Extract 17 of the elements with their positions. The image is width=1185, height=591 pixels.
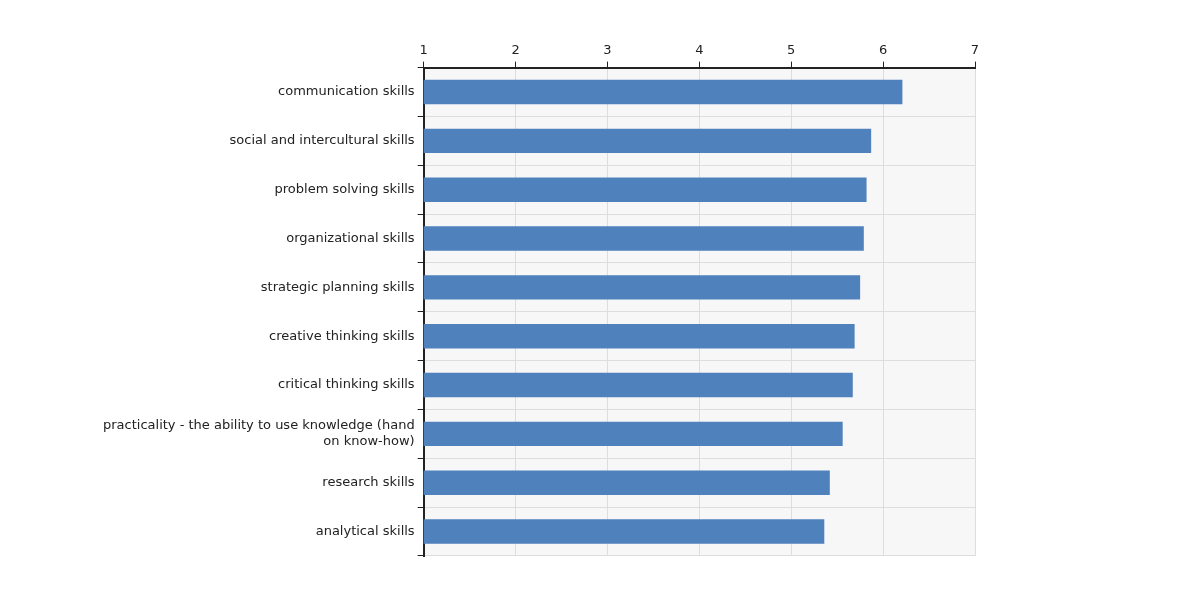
y-tick-label: problem solving skills [274, 181, 415, 197]
y-tick-label: creative thinking skills [269, 327, 415, 343]
x-tick-label: 3 [603, 42, 612, 58]
y-tick-label: practicality - the ability to use knowledge (hand on know-how) [103, 417, 415, 449]
y-tick-label: research skills [322, 474, 415, 490]
x-tick-label: 4 [695, 42, 704, 58]
x-tick-label: 5 [787, 42, 796, 58]
y-tick-label: communication skills [278, 83, 415, 99]
y-tick-label: social and intercultural skills [229, 132, 415, 148]
y-tick-label: organizational skills [286, 229, 415, 245]
y-tick-label: critical thinking skills [278, 376, 415, 392]
x-tick-label: 1 [419, 42, 428, 58]
y-tick-label: analytical skills [315, 522, 415, 538]
x-tick-label: 7 [970, 42, 980, 58]
x-tick-label: 6 [878, 42, 888, 58]
y-tick-label: strategic planning skills [260, 278, 415, 294]
x-tick-label: 2 [511, 42, 520, 58]
